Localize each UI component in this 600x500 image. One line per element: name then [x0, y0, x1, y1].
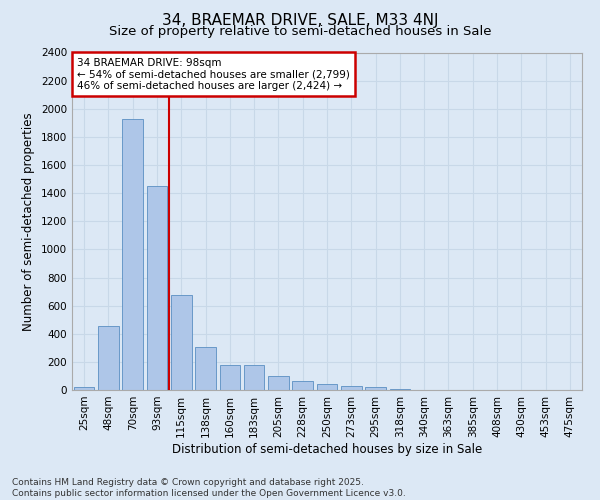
- Bar: [244, 364, 265, 390]
- Text: 34, BRAEMAR DRIVE, SALE, M33 4NJ: 34, BRAEMAR DRIVE, SALE, M33 4NJ: [162, 12, 438, 28]
- Bar: [74, 387, 94, 390]
- Text: Size of property relative to semi-detached houses in Sale: Size of property relative to semi-detach…: [109, 25, 491, 38]
- Text: 34 BRAEMAR DRIVE: 98sqm
← 54% of semi-detached houses are smaller (2,799)
46% of: 34 BRAEMAR DRIVE: 98sqm ← 54% of semi-de…: [77, 58, 350, 91]
- Bar: [268, 376, 289, 390]
- Bar: [365, 388, 386, 390]
- Bar: [220, 364, 240, 390]
- X-axis label: Distribution of semi-detached houses by size in Sale: Distribution of semi-detached houses by …: [172, 442, 482, 456]
- Y-axis label: Number of semi-detached properties: Number of semi-detached properties: [22, 112, 35, 330]
- Text: Contains HM Land Registry data © Crown copyright and database right 2025.
Contai: Contains HM Land Registry data © Crown c…: [12, 478, 406, 498]
- Bar: [292, 382, 313, 390]
- Bar: [317, 384, 337, 390]
- Bar: [122, 118, 143, 390]
- Bar: [98, 326, 119, 390]
- Bar: [171, 295, 191, 390]
- Bar: [195, 347, 216, 390]
- Bar: [341, 386, 362, 390]
- Bar: [146, 186, 167, 390]
